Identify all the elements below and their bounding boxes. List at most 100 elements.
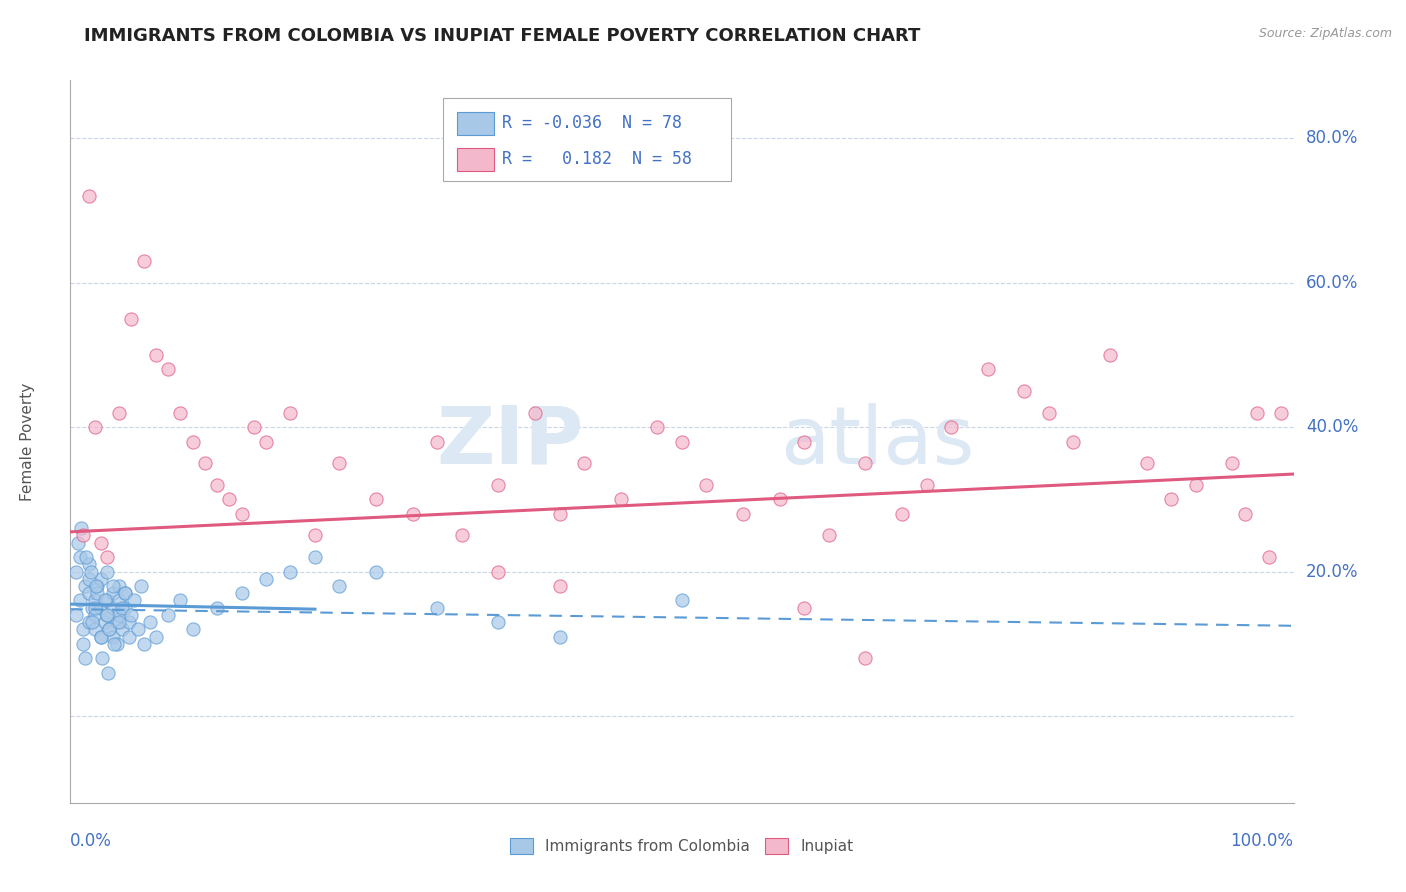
Point xyxy=(1258,550,1281,565)
Point xyxy=(108,607,131,622)
Point xyxy=(181,623,204,637)
Text: 60.0%: 60.0% xyxy=(1306,274,1358,292)
FancyBboxPatch shape xyxy=(443,98,731,181)
Point xyxy=(254,434,277,449)
FancyBboxPatch shape xyxy=(457,112,494,136)
Point xyxy=(98,623,121,637)
Point xyxy=(548,507,571,521)
Point xyxy=(647,420,669,434)
Point xyxy=(80,565,103,579)
Text: 100.0%: 100.0% xyxy=(1230,831,1294,850)
Point xyxy=(129,579,152,593)
Point xyxy=(86,586,108,600)
Text: 80.0%: 80.0% xyxy=(1306,129,1358,147)
Point xyxy=(695,478,717,492)
Text: 0.0%: 0.0% xyxy=(70,831,112,850)
Point xyxy=(1136,456,1159,470)
Point xyxy=(111,623,134,637)
FancyBboxPatch shape xyxy=(457,148,494,171)
Point xyxy=(157,607,180,622)
Point xyxy=(254,572,277,586)
Point xyxy=(450,528,472,542)
Point xyxy=(1099,348,1122,362)
Point xyxy=(855,651,877,665)
Point xyxy=(108,593,131,607)
Point xyxy=(181,434,204,449)
Point xyxy=(90,630,112,644)
Point xyxy=(108,615,131,630)
Point xyxy=(83,593,105,607)
Point xyxy=(891,507,914,521)
Point xyxy=(65,565,87,579)
Point xyxy=(132,253,155,268)
Point xyxy=(108,406,131,420)
Point xyxy=(426,600,449,615)
Point xyxy=(402,507,425,521)
Point xyxy=(280,565,302,579)
Legend: Immigrants from Colombia, Inupiat: Immigrants from Colombia, Inupiat xyxy=(503,832,860,860)
Point xyxy=(73,579,96,593)
Point xyxy=(91,651,114,665)
Point xyxy=(127,623,149,637)
Point xyxy=(97,665,120,680)
Point xyxy=(83,600,105,615)
Point xyxy=(82,615,104,630)
Point xyxy=(1233,507,1256,521)
Point xyxy=(69,593,91,607)
Point xyxy=(72,623,94,637)
Point xyxy=(90,572,112,586)
Text: atlas: atlas xyxy=(780,402,974,481)
Point xyxy=(66,535,89,549)
Point xyxy=(1270,406,1292,420)
Point xyxy=(86,579,108,593)
Point xyxy=(366,492,388,507)
Point xyxy=(671,434,693,449)
Point xyxy=(548,630,571,644)
Point xyxy=(793,434,815,449)
Point xyxy=(73,651,96,665)
Point xyxy=(101,586,124,600)
Text: ZIP: ZIP xyxy=(437,402,583,481)
Point xyxy=(1184,478,1206,492)
Point xyxy=(548,579,571,593)
Point xyxy=(101,579,124,593)
Point xyxy=(671,593,693,607)
Point xyxy=(83,623,105,637)
Point xyxy=(114,600,136,615)
Point xyxy=(82,600,104,615)
Point xyxy=(101,630,124,644)
Point xyxy=(72,528,94,542)
Point xyxy=(75,550,97,565)
Point xyxy=(243,420,266,434)
Point xyxy=(218,492,240,507)
Point xyxy=(77,189,100,203)
Point xyxy=(103,637,125,651)
Point xyxy=(280,406,302,420)
Point xyxy=(231,507,253,521)
Point xyxy=(83,420,105,434)
Point xyxy=(855,456,877,470)
Point xyxy=(793,600,815,615)
Point xyxy=(90,600,112,615)
Text: Female Poverty: Female Poverty xyxy=(20,383,35,500)
Point xyxy=(169,406,191,420)
Point xyxy=(1038,406,1060,420)
Point xyxy=(328,456,350,470)
Text: 40.0%: 40.0% xyxy=(1306,418,1358,436)
Point xyxy=(1246,406,1268,420)
Point xyxy=(231,586,253,600)
Point xyxy=(111,600,134,615)
Point xyxy=(194,456,217,470)
Point xyxy=(169,593,191,607)
Point xyxy=(84,579,107,593)
Point xyxy=(145,348,167,362)
Point xyxy=(733,507,755,521)
Text: R =   0.182  N = 58: R = 0.182 N = 58 xyxy=(502,150,692,168)
Point xyxy=(939,420,962,434)
Point xyxy=(90,535,112,549)
Point xyxy=(96,607,118,622)
Point xyxy=(70,521,93,535)
Point xyxy=(121,311,143,326)
Point xyxy=(83,607,105,622)
Point xyxy=(304,528,326,542)
